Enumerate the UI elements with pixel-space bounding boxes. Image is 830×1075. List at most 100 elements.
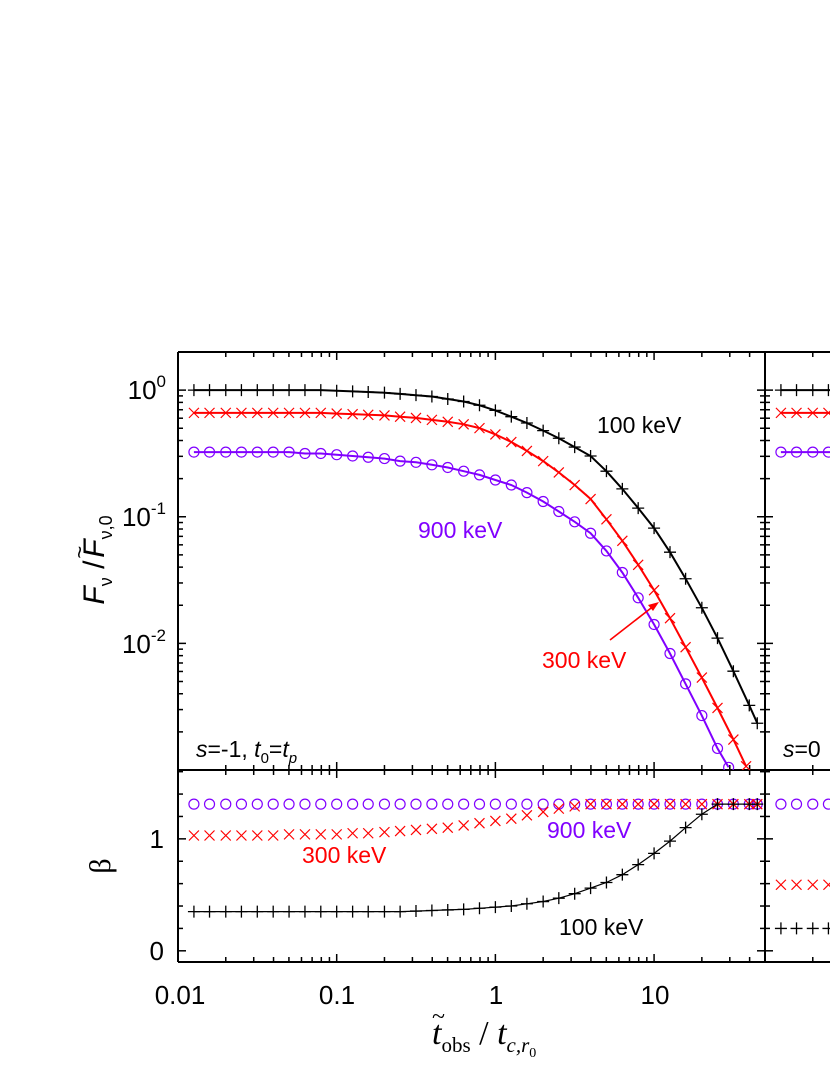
- data-point-100kev: [378, 905, 391, 918]
- data-point-100kev: [283, 384, 296, 397]
- data-point-300kev: [394, 825, 406, 837]
- data-point-100kev: [711, 632, 724, 645]
- y-axis-title-flux: Fν /~Fν,0: [67, 515, 116, 604]
- data-point-100kev: [664, 835, 677, 848]
- data-point-300kev: [569, 800, 581, 812]
- data-point-300kev: [283, 828, 295, 840]
- data-point-900kev: [790, 446, 803, 458]
- data-point-300kev: [347, 827, 359, 839]
- xtick-label: 0.01: [155, 980, 206, 1010]
- data-point-100kev: [251, 384, 264, 397]
- data-point-100kev: [235, 905, 248, 918]
- beta-panel-right: [774, 798, 830, 935]
- data-point-100kev: [695, 601, 708, 614]
- data-point-300kev: [299, 407, 311, 419]
- data-point-100kev: [378, 386, 391, 399]
- data-point-100kev: [695, 808, 708, 821]
- data-point-900kev: [696, 709, 708, 722]
- data-point-900kev: [553, 798, 565, 810]
- series-label-900kev: 900 keV: [418, 517, 503, 543]
- ytick-label-beta: 1: [150, 824, 164, 854]
- series-line-300kev: [193, 411, 748, 767]
- data-point-300kev: [410, 824, 422, 836]
- data-point-100kev: [568, 887, 581, 900]
- data-point-300kev: [188, 407, 200, 419]
- data-point-900kev: [235, 446, 248, 458]
- data-point-100kev: [314, 905, 327, 918]
- data-point-300kev: [616, 798, 628, 810]
- data-point-300kev: [648, 584, 660, 596]
- data-point-100kev: [489, 404, 502, 417]
- data-point-900kev: [616, 798, 628, 810]
- data-point-900kev: [616, 566, 628, 579]
- data-point-900kev: [711, 742, 724, 755]
- data-point-100kev: [584, 449, 597, 462]
- data-point-100kev: [632, 502, 645, 515]
- data-point-300kev: [585, 798, 597, 810]
- data-point-100kev: [537, 895, 550, 908]
- data-point-900kev: [283, 798, 295, 810]
- ytick-label-flux: 10-2: [122, 626, 166, 659]
- data-point-900kev: [648, 798, 660, 810]
- data-point-300kev: [394, 411, 406, 423]
- data-point-900kev: [790, 798, 803, 810]
- data-point-300kev: [537, 806, 549, 818]
- data-point-900kev: [315, 447, 327, 460]
- data-point-100kev: [520, 897, 533, 910]
- data-point-900kev: [569, 798, 581, 810]
- data-point-900kev: [473, 798, 486, 810]
- data-point-300kev: [379, 826, 390, 838]
- data-point-300kev: [204, 407, 215, 419]
- data-point-900kev: [584, 798, 597, 810]
- data-point-900kev: [283, 446, 295, 458]
- data-point-300kev: [267, 407, 279, 419]
- data-point-900kev: [680, 678, 692, 690]
- data-point-100kev: [187, 384, 200, 397]
- data-point-100kev: [457, 903, 470, 916]
- data-point-300kev: [807, 879, 819, 891]
- data-point-100kev: [219, 384, 232, 397]
- data-point-100kev: [600, 876, 613, 889]
- data-point-300kev: [807, 407, 819, 419]
- data-point-300kev: [632, 559, 644, 571]
- data-point-100kev: [505, 900, 518, 913]
- data-point-900kev: [489, 798, 501, 810]
- data-point-300kev: [410, 412, 422, 424]
- data-point-300kev: [489, 428, 501, 440]
- xtick-label: 0.1: [319, 980, 355, 1010]
- data-point-100kev: [727, 665, 740, 678]
- data-point-100kev: [409, 905, 422, 918]
- flux-panel-left: [187, 384, 764, 770]
- data-point-100kev: [632, 858, 645, 871]
- data-point-900kev: [410, 456, 422, 468]
- data-point-300kev: [347, 408, 359, 420]
- data-point-900kev: [378, 798, 391, 810]
- x-axis-title: ~tobs / tc,r0: [432, 1004, 536, 1061]
- data-point-100kev: [537, 424, 550, 437]
- data-point-300kev: [537, 455, 549, 467]
- data-point-300kev: [664, 612, 676, 624]
- data-point-900kev: [347, 798, 359, 810]
- data-point-900kev: [807, 798, 819, 810]
- data-point-100kev: [298, 905, 311, 918]
- data-point-100kev: [425, 904, 438, 917]
- data-point-100kev: [822, 384, 830, 397]
- series-label-100kev: 100 keV: [559, 914, 644, 940]
- data-point-900kev: [267, 798, 279, 810]
- flux-panel-right: [774, 384, 830, 458]
- data-point-100kev: [203, 905, 216, 918]
- data-point-300kev: [474, 422, 485, 434]
- data-point-300kev: [251, 407, 263, 419]
- data-point-100kev: [774, 384, 787, 397]
- data-point-900kev: [807, 446, 819, 458]
- data-point-900kev: [632, 592, 644, 604]
- data-point-900kev: [251, 446, 263, 458]
- data-point-300kev: [680, 641, 692, 653]
- data-point-300kev: [680, 798, 692, 810]
- data-point-300kev: [362, 827, 374, 839]
- series-label-300kev: 300 keV: [542, 647, 627, 673]
- data-point-300kev: [775, 407, 787, 419]
- data-point-100kev: [219, 905, 232, 918]
- data-point-300kev: [251, 830, 263, 841]
